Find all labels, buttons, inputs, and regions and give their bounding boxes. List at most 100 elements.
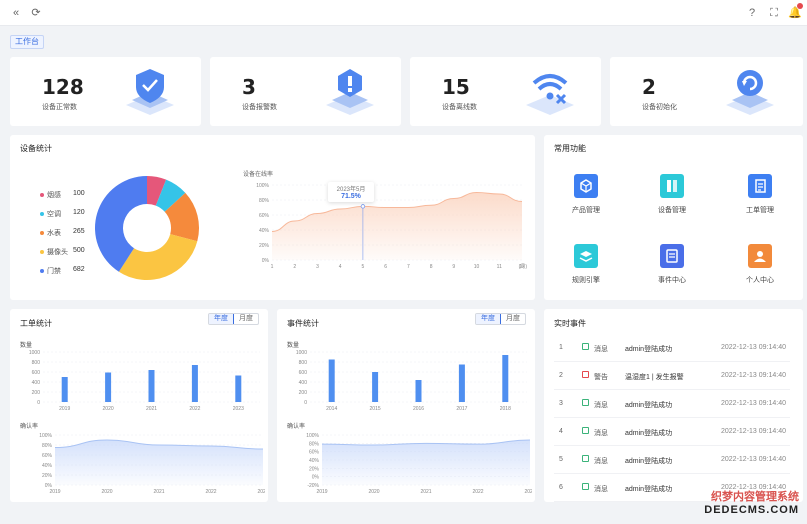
panel-title: 实时事件 [554, 319, 586, 328]
x-tick-label: 10 [474, 264, 480, 270]
y-tick-label: 800 [299, 360, 308, 366]
y-tick-label: 0% [312, 475, 320, 481]
y-tick-label: 100% [256, 183, 269, 189]
bar-2018 [502, 355, 509, 402]
y-tick-label: 80% [309, 441, 320, 447]
tab-workbench[interactable]: 工作台 [10, 35, 44, 49]
x-tick-label: 5 [362, 264, 365, 270]
event-content: admin登陆成功 [625, 458, 673, 465]
event-time: 2022-12-13 09:14:40 [721, 484, 786, 491]
x-tick-label: 2014 [326, 406, 337, 412]
donut-slice-门禁 [94, 176, 147, 272]
event-row[interactable]: 4 消息 admin登陆成功 2022-12-13 09:14:40 [554, 418, 790, 446]
tab-month[interactable]: 月度 [239, 315, 253, 322]
x-tick-label: 2021 [420, 489, 431, 495]
x-tick-label: 8 [430, 264, 433, 270]
x-tick-label: 2019 [49, 489, 60, 495]
count-label: 数量 [20, 343, 33, 349]
stat-value: 15 [442, 75, 470, 99]
area-fill [272, 192, 522, 260]
func-product[interactable]: 产品管理 [556, 174, 616, 215]
event-time: 2022-12-13 09:14:40 [721, 428, 786, 435]
bell-icon[interactable]: 🔔 [788, 7, 802, 19]
event-content: admin登陆成功 [625, 430, 673, 437]
x-unit-label: (月) [519, 264, 528, 270]
document-icon [748, 174, 772, 198]
x-tick-label: 2022 [189, 406, 200, 412]
device-icon [660, 174, 684, 198]
tab-month[interactable]: 月度 [506, 315, 520, 322]
x-tick-label: 4 [339, 264, 342, 270]
tab-year[interactable]: 年度 [209, 314, 234, 324]
event-time: 2022-12-13 09:14:40 [721, 456, 786, 463]
legend-item: 空调 120 [40, 209, 92, 228]
event-content: admin登陆成功 [625, 346, 673, 353]
event-row[interactable]: 3 消息 admin登陆成功 2022-12-13 09:14:40 [554, 390, 790, 418]
tab-year[interactable]: 年度 [476, 314, 501, 324]
help-icon[interactable]: ? [748, 7, 756, 19]
wifi-off-icon [526, 74, 574, 115]
y-tick-label: 0 [37, 400, 40, 406]
y-tick-label: 0 [304, 400, 307, 406]
event-row[interactable]: 5 消息 admin登陆成功 2022-12-13 09:14:40 [554, 446, 790, 474]
device-legend: 烟感 100 空调 120 水表 265 摄像头 500 门禁 682 [40, 190, 92, 285]
realtime-events-panel: 实时事件 1 消息 admin登陆成功 2022-12-13 09:14:40 2 警告 温… [544, 309, 803, 502]
event-row[interactable]: 6 消息 admin登陆成功 2022-12-13 09:14:40 [554, 474, 790, 502]
event-stats-panel: 事件统计 年度 月度 数量 1000 800 600 400 200 0 2014 2015 2… [277, 309, 535, 502]
event-bar-chart: 1000 800 600 400 200 0 2014 2015 2016 2017 2018 [296, 350, 527, 412]
period-toggle: 年度 月度 [475, 313, 526, 325]
event-time: 2022-12-13 09:14:40 [721, 344, 786, 351]
event-row[interactable]: 1 消息 admin登陆成功 2022-12-13 09:14:40 [554, 334, 790, 362]
legend-item: 门禁 682 [40, 266, 92, 285]
panel-title: 工单统计 [20, 319, 52, 328]
func-events[interactable]: 事件中心 [642, 244, 702, 285]
x-tick-label: 12 [519, 264, 525, 270]
legend-dot [40, 212, 44, 216]
y-tick-label: 80% [42, 443, 53, 449]
func-profile[interactable]: 个人中心 [730, 244, 790, 285]
fullscreen-icon[interactable]: ⛶ [770, 7, 778, 19]
rule-icon [574, 244, 598, 268]
device-donut-chart [94, 176, 199, 280]
y-tick-label: 100% [39, 433, 52, 439]
workorder-rate-chart: 100% 80% 60% 40% 20% 0%2019 2020 2021 2022 2023 [39, 433, 265, 495]
stat-card-normal: 128 设备正常数 [10, 57, 201, 126]
stat-card-offline: 15 设备离线数 [410, 57, 601, 126]
stat-label: 设备离线数 [442, 104, 477, 111]
stat-label: 设备初始化 [642, 104, 677, 111]
event-time: 2022-12-13 09:14:40 [721, 400, 786, 407]
panel-title: 设备统计 [20, 144, 52, 153]
online-rate-label: 设备在线率 [243, 172, 274, 178]
event-time: 2022-12-13 09:14:40 [721, 372, 786, 379]
bar-2019 [61, 377, 68, 402]
y-tick-label: 60% [259, 213, 270, 219]
donut-slice-烟感 [147, 176, 167, 206]
y-tick-label: 200 [32, 390, 41, 396]
func-device[interactable]: 设备管理 [642, 174, 702, 215]
functions-panel: 常用功能 产品管理 设备管理 工单管理 规则引擎 事件中心 个人中心 [544, 135, 803, 300]
func-rules[interactable]: 规则引擎 [556, 244, 616, 285]
bar-2023 [235, 375, 242, 402]
event-row[interactable]: 2 警告 温湿度1 | 发生报警 2022-12-13 09:14:40 [554, 362, 790, 390]
legend-dot [40, 250, 44, 254]
collapse-icon[interactable]: « [12, 7, 20, 19]
stat-label: 设备报警数 [242, 104, 277, 111]
x-tick-label: 1 [271, 264, 274, 270]
y-tick-label: 40% [42, 463, 53, 469]
message-icon [582, 483, 589, 490]
y-tick-label: 600 [299, 370, 308, 376]
y-tick-label: 200 [299, 390, 308, 396]
count-label: 数量 [287, 343, 300, 349]
area-line [271, 191, 523, 232]
bar-2017 [458, 364, 465, 402]
refresh-icon[interactable]: ⟳ [31, 7, 41, 19]
x-tick-label: 7 [407, 264, 410, 270]
x-tick-label: 2022 [472, 489, 483, 495]
func-workorder[interactable]: 工单管理 [730, 174, 790, 215]
y-tick-label: 80% [259, 198, 270, 204]
y-tick-label: 400 [32, 380, 41, 386]
y-tick-label: 1000 [29, 350, 40, 356]
stat-card-init: 2 设备初始化 [610, 57, 803, 126]
device-normal-icon [126, 69, 174, 115]
legend-item: 摄像头 500 [40, 247, 92, 266]
